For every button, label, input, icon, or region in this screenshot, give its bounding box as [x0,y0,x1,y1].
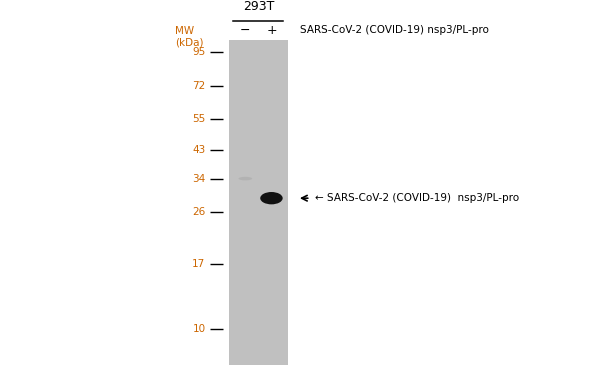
Text: 34: 34 [192,174,206,184]
Bar [229,40,288,365]
Text: 293T: 293T [243,0,274,13]
Text: 72: 72 [192,81,206,91]
Text: 10: 10 [192,324,206,334]
Text: MW
(kDa): MW (kDa) [175,26,204,47]
Text: −: − [240,24,251,37]
Ellipse shape [260,192,283,204]
Ellipse shape [238,177,252,180]
Text: SARS-CoV-2 (COVID-19) nsp3/PL-pro: SARS-CoV-2 (COVID-19) nsp3/PL-pro [300,25,489,35]
Text: ← SARS-CoV-2 (COVID-19)  nsp3/PL-pro: ← SARS-CoV-2 (COVID-19) nsp3/PL-pro [315,193,520,203]
Text: 17: 17 [192,259,206,269]
Text: 43: 43 [192,145,206,155]
Text: +: + [266,24,277,37]
Text: 55: 55 [192,114,206,124]
Text: 26: 26 [192,207,206,217]
Text: 95: 95 [192,47,206,57]
